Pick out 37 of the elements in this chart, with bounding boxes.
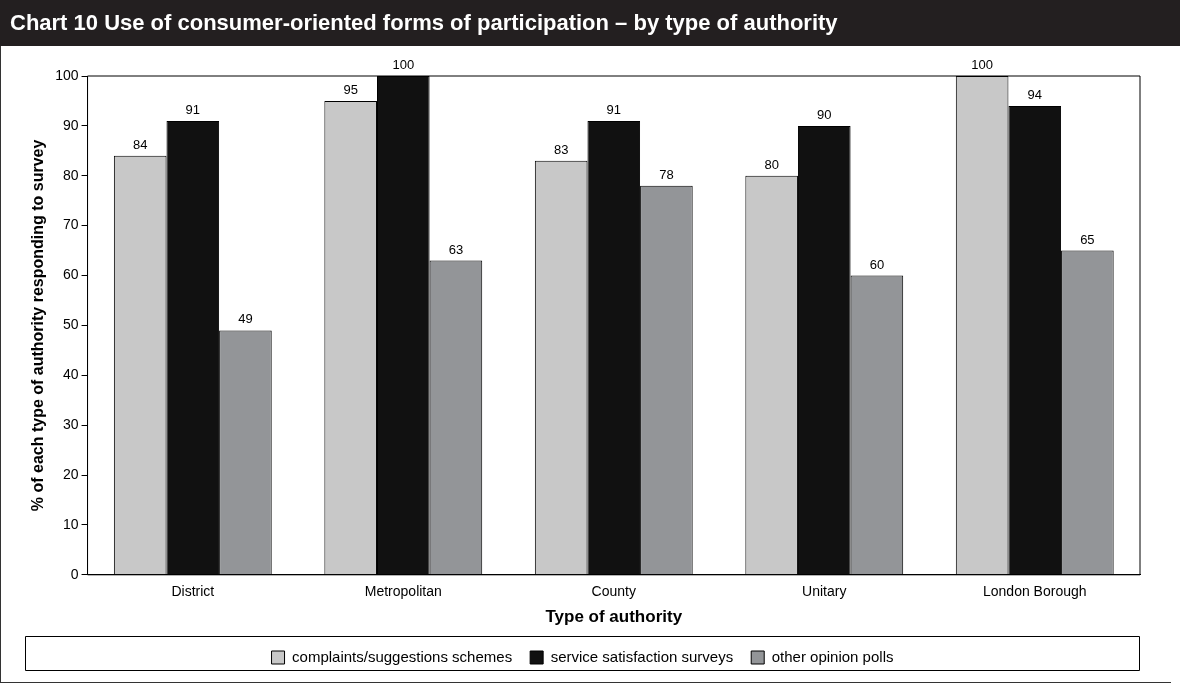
x-tick-label: Metropolitan <box>364 583 442 600</box>
data-label: 80 <box>764 156 779 172</box>
data-label: 91 <box>185 101 201 117</box>
legend-label: other opinion polls <box>771 647 894 665</box>
y-tick-label: 10 <box>62 515 79 532</box>
y-tick-label: 100 <box>55 66 79 83</box>
y-tick-label: 30 <box>62 416 79 433</box>
chart-title: Chart 10 Use of consumer-oriented forms of participation – by type of authority <box>0 0 1180 46</box>
data-label: 65 <box>1080 231 1095 247</box>
data-label: 49 <box>238 311 253 327</box>
data-label: 100 <box>971 57 993 73</box>
legend-label: complaints/suggestions schemes <box>292 647 513 665</box>
y-tick-label: 80 <box>62 166 79 183</box>
y-tick-label: 20 <box>62 465 79 482</box>
data-label: 95 <box>343 82 358 98</box>
x-tick-label: County <box>591 583 636 600</box>
data-label: 83 <box>553 141 569 157</box>
y-tick-label: 70 <box>62 216 79 233</box>
y-tick-label: 40 <box>62 366 79 383</box>
legend-label: service satisfaction surveys <box>550 647 734 665</box>
data-label: 78 <box>659 166 674 182</box>
x-tick-label: Unitary <box>802 583 847 600</box>
y-tick-label: 50 <box>62 316 79 333</box>
y-tick-label: 90 <box>62 116 79 133</box>
y-axis-title: % of each type of authority responding to survey <box>29 139 47 512</box>
x-tick-label: London Borough <box>982 583 1087 600</box>
data-label: 63 <box>448 241 464 257</box>
data-label: 90 <box>817 106 832 122</box>
data-label: 100 <box>392 57 415 73</box>
y-tick-label: 60 <box>62 266 79 283</box>
x-axis-title: Type of authority <box>545 607 683 627</box>
data-label: 94 <box>1027 87 1042 103</box>
data-label: 60 <box>869 256 885 272</box>
data-label: 84 <box>132 136 148 152</box>
data-label: 91 <box>606 101 622 117</box>
x-tick-label: District <box>171 583 215 600</box>
y-tick-label: 0 <box>70 565 79 582</box>
